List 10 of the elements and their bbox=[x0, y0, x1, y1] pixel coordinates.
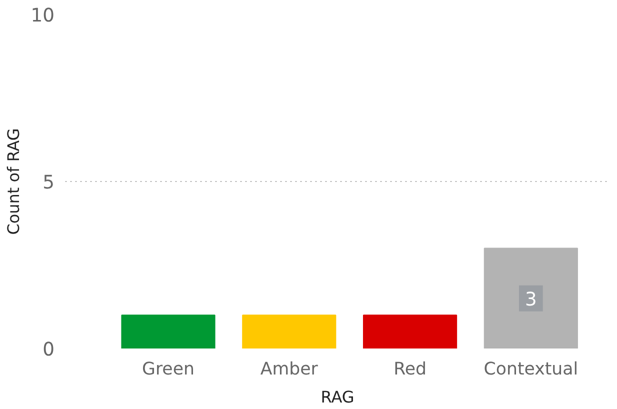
y-tick-label: 10 bbox=[30, 6, 55, 26]
y-axis-title: Count of RAG bbox=[4, 128, 23, 235]
x-tick-label: Contextual bbox=[484, 360, 578, 380]
x-tick-label: Red bbox=[394, 360, 426, 380]
y-tick-label: 5 bbox=[42, 172, 55, 194]
x-axis-title: RAG bbox=[320, 388, 354, 406]
x-tick-label: Amber bbox=[260, 360, 319, 380]
y-tick-label: 0 bbox=[42, 340, 55, 360]
data-label: 3 bbox=[524, 289, 537, 310]
x-tick-label: Green bbox=[142, 360, 194, 380]
